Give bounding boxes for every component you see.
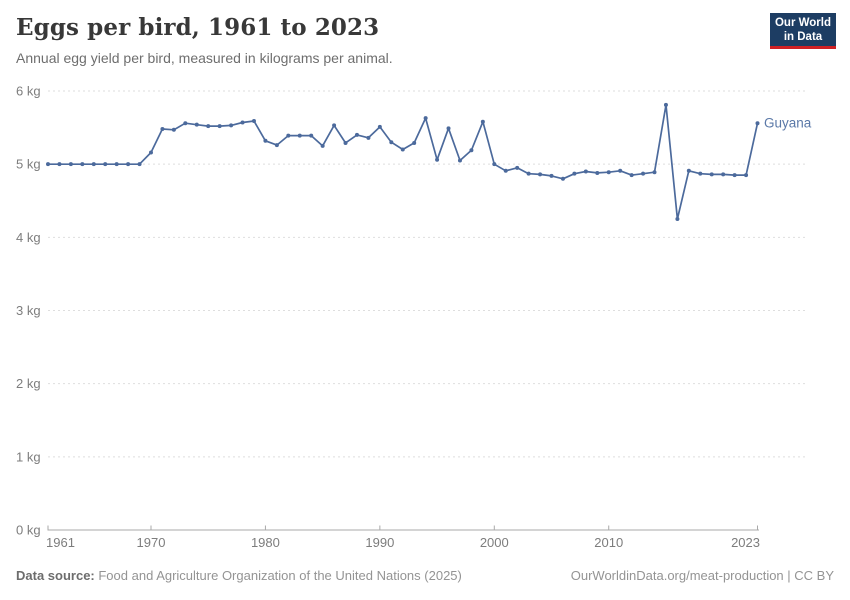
y-tick-label: 6 kg [16,84,41,99]
data-point [251,118,256,123]
y-tick-label: 1 kg [16,449,41,464]
data-point [538,172,543,177]
data-point [68,162,73,167]
data-point [263,138,268,143]
data-point [400,147,405,152]
data-point [457,158,462,163]
x-tick-label: 2000 [480,535,509,550]
owid-logo-line2: in Data [783,30,823,43]
data-point [286,133,291,138]
chart-subtitle: Annual egg yield per bird, measured in k… [16,50,393,66]
data-point [698,171,703,176]
data-point [663,102,668,107]
data-point [114,162,119,167]
data-point [492,162,497,167]
data-point [171,127,176,132]
data-point [309,133,314,138]
data-point [46,162,50,167]
y-tick-label: 3 kg [16,303,41,318]
chart-title: Eggs per bird, 1961 to 2023 [16,14,380,41]
data-point [332,123,337,128]
x-tick-label: 1961 [46,535,75,550]
data-point [57,162,62,167]
data-point [103,162,108,167]
data-point [641,171,646,176]
data-point [206,124,211,129]
data-point [515,165,520,170]
data-point [366,135,371,140]
data-point [709,172,714,177]
data-point [389,140,394,145]
data-point [526,171,531,176]
cc-by-link[interactable]: OurWorldinData.org/meat-production | CC … [570,568,834,583]
series-line-guyana [48,104,759,220]
data-point [412,140,417,145]
data-point [606,170,611,175]
data-point [160,127,165,132]
data-point [549,173,554,178]
data-point [480,119,485,124]
data-point [377,124,382,129]
data-point [618,168,623,173]
data-point [744,173,749,178]
y-tick-label: 2 kg [16,376,41,391]
data-point [320,143,325,148]
data-source-label: Data source: [16,568,95,583]
data-point [217,124,222,129]
data-source: Data source: Food and Agriculture Organi… [16,568,462,583]
data-point [137,162,142,167]
data-point [91,162,96,167]
data-point [583,169,588,174]
data-point [686,168,691,173]
data-point [80,162,85,167]
series-label-guyana: Guyana [764,116,812,131]
owid-logo[interactable]: Our World in Data [770,13,836,49]
x-tick-label: 2023 [731,535,760,550]
data-point [194,122,199,127]
x-tick-label: 1980 [251,535,280,550]
data-point [297,133,302,138]
data-point [652,170,657,175]
x-tick-label: 1990 [365,535,394,550]
data-point [469,148,474,153]
data-point [572,171,577,176]
data-point [274,143,279,148]
data-point [435,157,440,162]
data-point [721,172,726,177]
data-point [732,173,737,178]
data-source-text: Food and Agriculture Organization of the… [94,568,462,583]
data-point [595,170,600,175]
x-tick-label: 2010 [594,535,623,550]
owid-logo-line1: Our World [774,16,831,29]
data-point [423,116,428,121]
data-point [629,173,634,178]
data-point [675,217,680,222]
data-point [343,140,348,145]
data-point [446,126,451,131]
data-point [126,162,131,167]
chart-footer: Data source: Food and Agriculture Organi… [16,568,834,583]
data-point [148,150,153,155]
data-point [229,123,234,128]
data-point [240,120,245,125]
y-tick-label: 4 kg [16,230,41,245]
data-point [183,121,188,126]
y-tick-label: 5 kg [16,157,41,172]
data-point [755,121,760,126]
data-point [354,132,359,137]
data-point [560,176,565,181]
data-point [503,168,508,173]
x-tick-label: 1970 [137,535,166,550]
y-tick-label: 0 kg [16,523,41,538]
